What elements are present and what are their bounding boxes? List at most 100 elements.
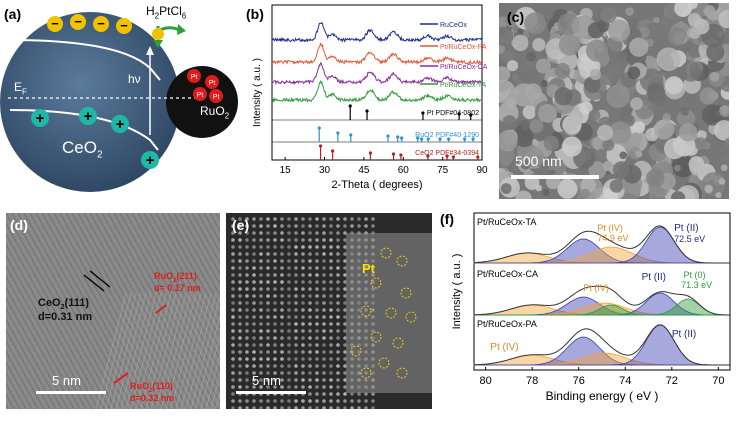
atom-column [357, 217, 361, 221]
atom-column [343, 364, 347, 368]
ta-ptiv-label: Pt (IV) [597, 223, 623, 233]
atom-column [287, 357, 291, 361]
atom-column [259, 238, 263, 242]
atom-column [336, 294, 340, 298]
atom-column [238, 343, 242, 347]
reference-marker [438, 137, 442, 141]
atom-column [231, 287, 235, 291]
lattice-fringe [179, 213, 220, 286]
atom-column [252, 350, 256, 354]
lattice-fringe [6, 213, 117, 409]
atom-column [238, 238, 242, 242]
atom-column [294, 371, 298, 375]
atom-column [259, 273, 263, 277]
lattice-fringe [41, 213, 153, 409]
atom-column [266, 238, 270, 242]
sem-grain [586, 39, 609, 62]
atom-column [308, 287, 312, 291]
hole-sign: + [116, 116, 125, 133]
xps-chart: Pt/RuCeOx-TA Pt/RuCeOx-CA Pt/RuCeOx-PA Pt (… [451, 212, 731, 403]
atom-column [287, 294, 291, 298]
ceo2-marker-line [89, 270, 111, 288]
atom-column [266, 322, 270, 326]
atom-column [322, 280, 326, 284]
atom-column [245, 343, 249, 347]
atom-column [315, 364, 319, 368]
hrtem-scale-bar [36, 391, 106, 394]
atom-column [252, 252, 256, 256]
panel-e-label: (e) [232, 217, 250, 233]
atom-column [287, 224, 291, 228]
atom-column [315, 301, 319, 305]
atom-column [280, 336, 284, 340]
pt-particle-label: Pt [197, 92, 204, 99]
atom-column [231, 231, 235, 235]
lattice-fringe [200, 333, 220, 409]
atom-column [266, 273, 270, 277]
sem-grain [499, 79, 516, 104]
atom-column [343, 385, 347, 389]
sem-grain [613, 161, 630, 178]
atom-column [336, 301, 340, 305]
atom-column [308, 280, 312, 284]
atom-column [287, 329, 291, 333]
atom-column [259, 280, 263, 284]
atom-column [329, 371, 333, 375]
atom-column [364, 406, 368, 409]
atom-column [231, 392, 235, 396]
atom-column [294, 399, 298, 403]
atom-column [231, 357, 235, 361]
atom-column [343, 336, 347, 340]
sem-grain [715, 192, 722, 199]
atom-column [336, 308, 340, 312]
atom-column [329, 294, 333, 298]
atom-column [294, 301, 298, 305]
sem-grain [600, 6, 617, 24]
atom-column [266, 301, 270, 305]
lattice-fringe [89, 213, 201, 409]
lattice-fringe [53, 213, 165, 409]
atom-column [308, 273, 312, 277]
atom-column [231, 378, 235, 382]
atom-column [231, 336, 235, 340]
atom-column [273, 308, 277, 312]
sem-grain [609, 179, 623, 193]
lattice-fringe [167, 213, 220, 308]
lattice-fringe [115, 292, 147, 409]
reference-marker [317, 126, 321, 130]
atom-column [245, 329, 249, 333]
atom-column [322, 315, 326, 319]
pt-atom-marker [396, 255, 408, 267]
reference-marker [386, 134, 390, 138]
atom-column [245, 364, 249, 368]
atom-column [315, 315, 319, 319]
atom-column [252, 322, 256, 326]
lattice-fringe [6, 222, 111, 409]
atom-column [259, 378, 263, 382]
atom-column [301, 294, 305, 298]
atom-column [322, 343, 326, 347]
sem-grain [701, 104, 724, 126]
atom-column [252, 371, 256, 375]
atom-column [350, 224, 354, 228]
atom-column [301, 238, 305, 242]
lattice-fringe [6, 318, 57, 409]
atom-column [245, 252, 249, 256]
atom-column [336, 378, 340, 382]
atom-column [252, 231, 256, 235]
atom-column [322, 406, 326, 409]
atom-column [238, 231, 242, 235]
atom-column [301, 266, 305, 270]
conduction-band [9, 39, 161, 81]
precursor-arrowhead-icon [153, 40, 163, 48]
atom-column [280, 357, 284, 361]
electron-sign: − [51, 16, 59, 31]
atom-column [322, 322, 326, 326]
atom-column [231, 224, 235, 228]
sem-grain [524, 83, 542, 101]
pt-region [346, 233, 432, 393]
atom-column [231, 280, 235, 284]
sem-grain [606, 84, 630, 108]
atom-column [280, 385, 284, 389]
